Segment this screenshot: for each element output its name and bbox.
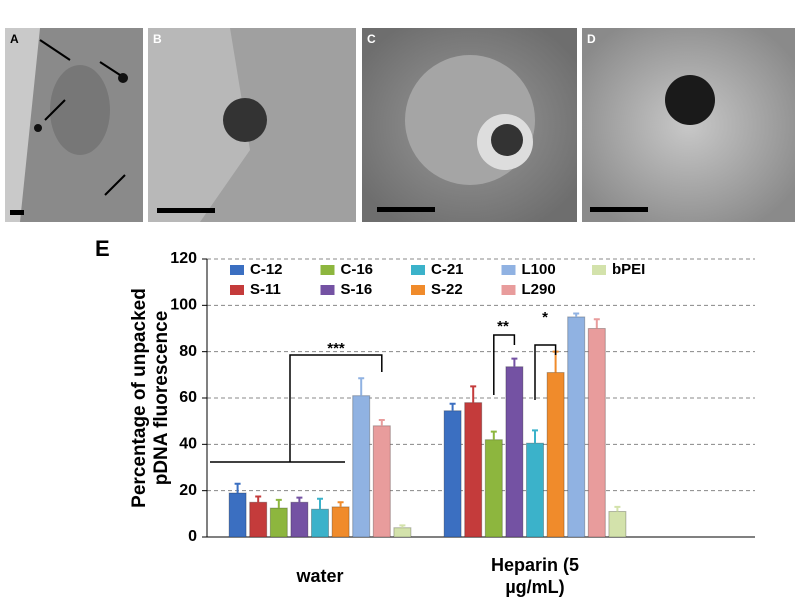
legend-swatch: [320, 285, 335, 295]
bar: [311, 508, 329, 538]
bar: [484, 439, 503, 538]
legend-label: S-11: [250, 281, 281, 298]
bar: [290, 501, 309, 538]
micrograph-b: [148, 28, 356, 222]
x-tick-label: Heparin (5 µg/mL): [490, 555, 580, 597]
legend-swatch: [592, 265, 606, 275]
legend-swatch: [501, 285, 516, 295]
y-tick-label: 120: [170, 250, 197, 267]
micrograph-d: [582, 28, 795, 222]
bar: [505, 366, 524, 538]
error-bar: [317, 497, 323, 510]
legend-label: C-12: [250, 261, 283, 278]
micrograph-a: [5, 28, 143, 222]
significance-bracket: [493, 334, 516, 395]
bar: [546, 372, 565, 538]
error-bar: [532, 429, 538, 444]
legend-label: S-22: [431, 281, 463, 298]
panel-label: A: [10, 32, 19, 46]
legend-swatch: [230, 265, 244, 275]
legend-label: bPEI: [612, 261, 645, 278]
error-bar: [358, 377, 365, 396]
bar: [567, 316, 586, 538]
error-bar: [449, 402, 456, 411]
bar: [352, 395, 371, 538]
bar: [269, 507, 288, 538]
micrograph-c: [362, 28, 577, 222]
x-tick-label: water: [296, 566, 344, 586]
y-tick-label: 100: [170, 297, 197, 314]
y-tick-label: 60: [179, 389, 197, 406]
error-bar: [337, 501, 344, 507]
error-bar: [378, 419, 385, 426]
error-bar: [614, 505, 621, 512]
y-tick-label: 0: [188, 528, 197, 545]
error-bar: [470, 385, 477, 403]
legend-swatch: [501, 265, 516, 275]
error-bar: [275, 498, 282, 509]
error-bar: [255, 495, 262, 503]
legend-label: C-21: [431, 261, 464, 278]
error-bar: [399, 524, 406, 528]
bar: [443, 410, 462, 538]
legend-label: L100: [522, 261, 556, 278]
legend-swatch: [320, 265, 335, 275]
significance-label: ***: [327, 340, 345, 357]
significance-bracket: [534, 344, 557, 400]
legend-label: C-16: [341, 261, 374, 278]
panel-label: E: [95, 236, 110, 261]
bar: [249, 501, 268, 538]
y-axis-label: Percentage of unpacked: [129, 288, 150, 508]
legend-swatch: [230, 285, 244, 295]
significance-label: **: [497, 318, 509, 335]
error-bar: [296, 496, 303, 503]
y-tick-label: 20: [179, 482, 197, 499]
legend-swatch: [411, 285, 425, 295]
error-bar: [490, 430, 497, 440]
significance-bracket: [210, 354, 383, 463]
bar: [464, 402, 483, 538]
bar: [372, 425, 391, 538]
bar: [393, 527, 412, 538]
panel-label: C: [367, 32, 376, 46]
legend-swatch: [411, 265, 425, 275]
bar: [331, 506, 350, 538]
y-tick-label: 80: [179, 343, 197, 360]
bar: [228, 492, 247, 538]
legend-label: L290: [522, 281, 556, 298]
significance-label: *: [542, 309, 548, 326]
y-axis-label: pDNA fluorescence: [151, 311, 172, 486]
panel-label: D: [587, 32, 596, 46]
error-bar: [573, 312, 580, 317]
bar: [587, 328, 606, 538]
panel-label: B: [153, 32, 162, 46]
bar: [608, 511, 627, 538]
y-tick-label: 40: [179, 436, 197, 453]
error-bar: [593, 318, 600, 329]
bar: [526, 442, 544, 538]
error-bar: [234, 482, 241, 493]
legend-label: S-16: [341, 281, 373, 298]
error-bar: [511, 357, 518, 367]
